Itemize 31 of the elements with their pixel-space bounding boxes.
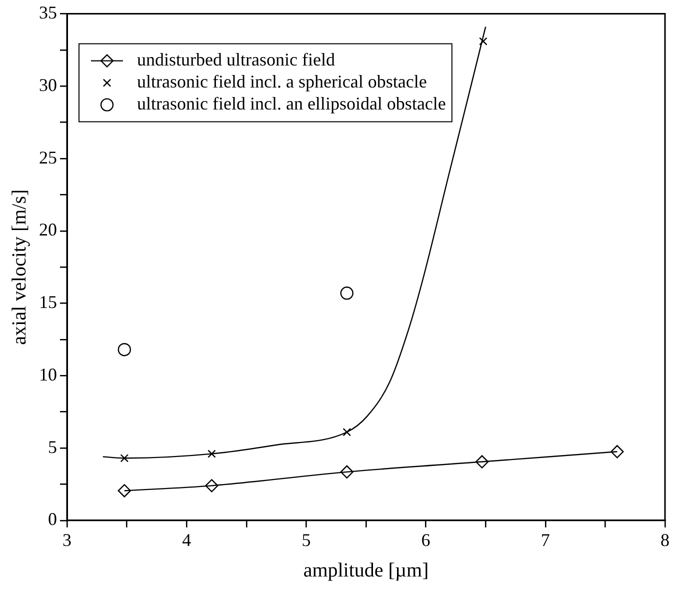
x-tick-label: 7 <box>540 530 550 550</box>
y-tick-label: 20 <box>39 220 57 240</box>
point <box>475 455 489 468</box>
point <box>610 445 624 458</box>
legend-label: ultrasonic field incl. an ellipsoidal obstacle <box>137 94 446 114</box>
x-tick-label: 3 <box>62 530 72 550</box>
point <box>118 343 132 356</box>
point <box>205 479 218 492</box>
y-tick-label: 35 <box>39 2 57 23</box>
point <box>120 454 129 462</box>
y-tick-label: 25 <box>39 147 57 168</box>
point <box>342 428 351 436</box>
y-tick-label: 0 <box>48 509 57 530</box>
legend-label: undisturbed ultrasonic field <box>137 50 335 70</box>
x-axis-title: amplitude [µm] <box>303 559 429 582</box>
x-tick-label: 4 <box>182 530 192 550</box>
point <box>340 465 354 479</box>
point <box>479 37 488 46</box>
y-tick-label: 5 <box>48 436 57 457</box>
line-series <box>102 26 486 459</box>
y-tick-label: 10 <box>39 364 57 384</box>
x-tick-label: 8 <box>660 530 670 550</box>
y-tick-label: 15 <box>39 292 57 312</box>
legend-label: ultrasonic field incl. a spherical obstacle <box>137 72 427 92</box>
point <box>340 286 354 300</box>
y-tick-label: 30 <box>39 74 57 95</box>
point <box>208 450 216 458</box>
y-axis-title: axial velocity [m/s] <box>8 189 30 345</box>
x-tick-label: 5 <box>302 530 311 550</box>
x-tick-label: 6 <box>421 530 430 550</box>
point <box>118 484 132 498</box>
